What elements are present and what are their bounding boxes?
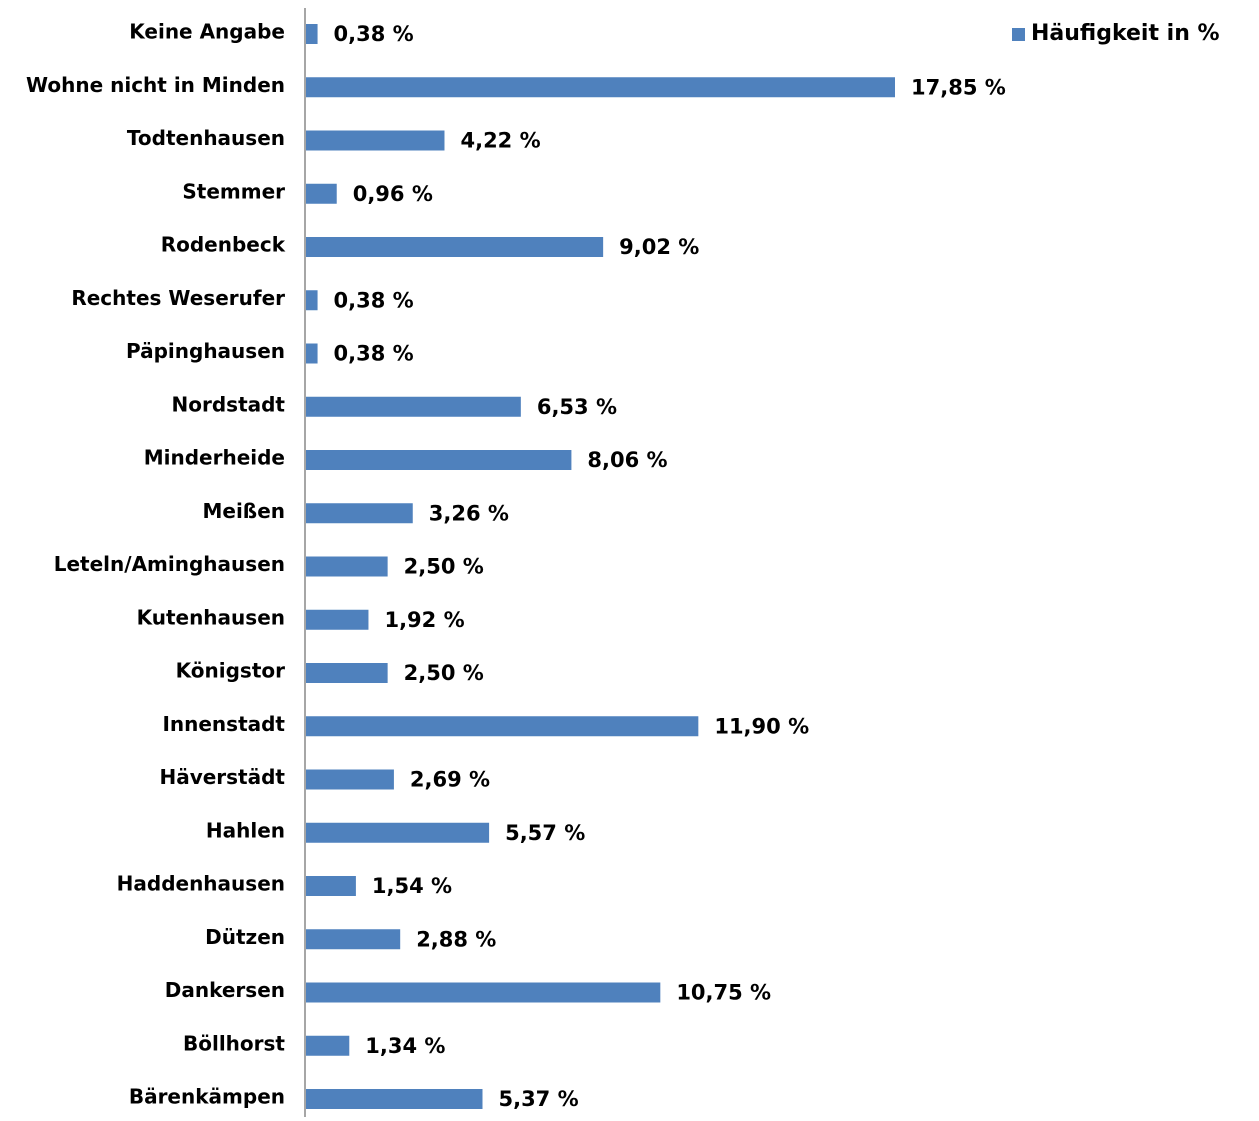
category-label: Häverstädt <box>159 765 285 789</box>
category-label: Bärenkämpen <box>129 1085 285 1109</box>
bar <box>306 503 413 524</box>
bar <box>306 556 388 577</box>
value-label: 0,38 % <box>334 288 414 312</box>
value-label: 5,37 % <box>498 1087 578 1111</box>
value-label: 0,38 % <box>334 342 414 366</box>
bar <box>306 876 356 896</box>
bar <box>306 663 388 683</box>
value-label: 2,50 % <box>404 555 484 579</box>
category-label: Rodenbeck <box>161 233 286 257</box>
category-label: Leteln/Aminghausen <box>54 552 285 576</box>
bar <box>306 716 699 737</box>
value-label: 4,22 % <box>460 129 540 153</box>
category-label: Rechtes Weserufer <box>71 286 285 310</box>
value-label: 2,88 % <box>416 927 496 951</box>
bar <box>306 1089 483 1109</box>
value-label: 10,75 % <box>676 981 771 1005</box>
category-label: Stemmer <box>182 179 285 203</box>
bar <box>306 822 490 843</box>
value-label: 11,90 % <box>714 714 809 738</box>
category-label: Minderheide <box>144 446 285 470</box>
bar <box>306 290 318 311</box>
bar <box>306 130 445 151</box>
value-label: 8,06 % <box>587 448 667 472</box>
value-label: 3,26 % <box>429 501 509 525</box>
bar <box>306 237 604 257</box>
category-label: Hahlen <box>206 818 285 842</box>
bar <box>306 929 401 950</box>
bar <box>306 609 369 630</box>
value-label: 1,92 % <box>384 608 464 632</box>
value-label: 2,50 % <box>404 661 484 685</box>
bar <box>306 77 895 98</box>
bar <box>306 769 394 790</box>
bar <box>306 24 318 44</box>
value-label: 2,69 % <box>410 768 490 792</box>
category-label: Nordstadt <box>172 392 286 416</box>
bar <box>306 343 318 364</box>
bar <box>306 982 661 1003</box>
category-label: Böllhorst <box>183 1031 285 1055</box>
category-label: Kutenhausen <box>137 605 285 629</box>
bar <box>306 396 521 417</box>
value-label: 5,57 % <box>505 821 585 845</box>
category-label: Wohne nicht in Minden <box>26 73 285 97</box>
legend-label: Häufigkeit in % <box>1031 21 1220 46</box>
bar <box>306 183 337 204</box>
value-label: 9,02 % <box>619 235 699 259</box>
value-label: 1,54 % <box>372 874 452 898</box>
value-label: 0,96 % <box>353 182 433 206</box>
value-label: 1,34 % <box>365 1034 445 1058</box>
category-label: Dützen <box>205 925 285 949</box>
category-label: Keine Angabe <box>129 20 285 44</box>
value-label: 6,53 % <box>537 395 617 419</box>
category-label: Todtenhausen <box>127 126 285 150</box>
bar <box>306 1035 350 1056</box>
category-label: Innenstadt <box>162 712 285 736</box>
category-label: Haddenhausen <box>117 872 285 896</box>
category-label: Königstor <box>176 659 286 683</box>
value-label: 17,85 % <box>911 75 1006 99</box>
legend-swatch <box>1012 28 1025 41</box>
bar <box>306 450 572 470</box>
category-label: Päpinghausen <box>126 339 285 363</box>
category-label: Dankersen <box>165 978 285 1002</box>
category-label: Meißen <box>202 499 285 523</box>
value-label: 0,38 % <box>334 22 414 46</box>
